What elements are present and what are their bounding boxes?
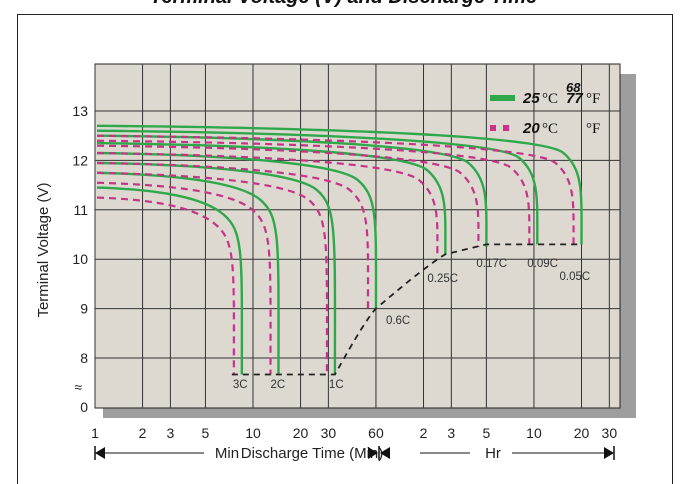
x-tick-label-min: 5: [202, 425, 210, 441]
rate-label-0.05C: 0.05C: [560, 271, 591, 283]
x-tick-label-hr: 30: [602, 425, 618, 441]
legend-unit-f-20: °F: [586, 121, 600, 137]
arrow-head-right: [604, 447, 614, 459]
curve-20c-1C: [96, 171, 329, 375]
curve-20c-3C: [96, 196, 236, 375]
rate-label-3C: 3C: [233, 379, 248, 391]
curve-20c-2C: [96, 181, 272, 375]
curve-25c-0.25C: [96, 141, 447, 255]
y-tick-label: 10: [72, 251, 88, 267]
x-tick-label-min: 2: [139, 425, 147, 441]
legend-temp-f-25: 77: [566, 90, 583, 107]
legend-temp-25c: 25: [522, 90, 540, 107]
y-axis-label: Terminal Voltage (V): [35, 182, 52, 317]
x-tick-label-min: 60: [368, 425, 384, 441]
rate-label-1C: 1C: [329, 379, 344, 391]
x-tick-label-hr: 10: [526, 425, 542, 441]
y-tick-label: 8: [80, 350, 88, 366]
x-tick-label-hr: 2: [420, 425, 428, 441]
x-tick-label-min: 30: [321, 425, 337, 441]
final-voltage-path: [231, 243, 582, 376]
discharge-curves: [96, 124, 583, 375]
rate-label-0.09C: 0.09C: [527, 258, 558, 270]
rate-label-0.6C: 0.6C: [386, 315, 410, 327]
final-voltage-line: [231, 243, 582, 376]
chart-title: Terminal Voltage (V) and Discharge Time: [150, 0, 537, 9]
curve-25c-3C: [96, 186, 244, 375]
curve-20c-0.09C: [96, 139, 531, 245]
x-axis-unit-hr: Hr: [485, 445, 501, 462]
curve-20c-0.05C: [96, 134, 575, 245]
curve-25c-2C: [96, 171, 280, 375]
x-tick-label-hr: 5: [482, 425, 490, 441]
arrow-head-min-right: [368, 447, 378, 459]
x-tick-label-hr: 3: [447, 425, 455, 441]
y-tick-label: 0: [80, 399, 88, 415]
y-tick-label: 13: [72, 103, 88, 119]
plot-background: [94, 63, 621, 409]
arrow-head-left: [95, 447, 105, 459]
x-axis-label: Discharge Time (Min): [241, 445, 384, 462]
rate-label-0.25C: 0.25C: [427, 273, 458, 285]
legend-unit-c-25: °C: [542, 91, 558, 107]
curve-25c-0.09C: [96, 129, 539, 245]
y-tick-label: 12: [72, 152, 88, 168]
legend-unit-c-20: °C: [542, 121, 558, 137]
curve-25c-0.05C: [96, 124, 583, 245]
curve-20c-0.25C: [96, 152, 439, 255]
y-axis-break: ≈: [74, 379, 82, 395]
x-axis-unit-min: Min: [215, 445, 239, 462]
grid-lines: [94, 64, 620, 408]
x-tick-label-min: 1: [91, 425, 99, 441]
legend-unit-f-25: °F: [586, 91, 600, 107]
x-tick-label-min: 3: [166, 425, 174, 441]
rate-label-0.17C: 0.17C: [476, 258, 507, 270]
x-tick-label-hr: 20: [574, 425, 590, 441]
legend-temp-20c: 20: [522, 120, 540, 137]
y-tick-label: 11: [73, 202, 88, 218]
x-tick-label-min: 20: [293, 425, 309, 441]
arrow-head-hr-left: [380, 447, 390, 459]
legend-temp-f-alt: 68: [566, 80, 581, 95]
chart-frame: [17, 14, 673, 484]
curve-20c-0.17C: [96, 144, 480, 247]
plot-area: [94, 63, 636, 418]
rate-label-2C: 2C: [270, 379, 285, 391]
y-tick-label: 9: [80, 301, 88, 317]
x-tick-label-min: 10: [245, 425, 261, 441]
